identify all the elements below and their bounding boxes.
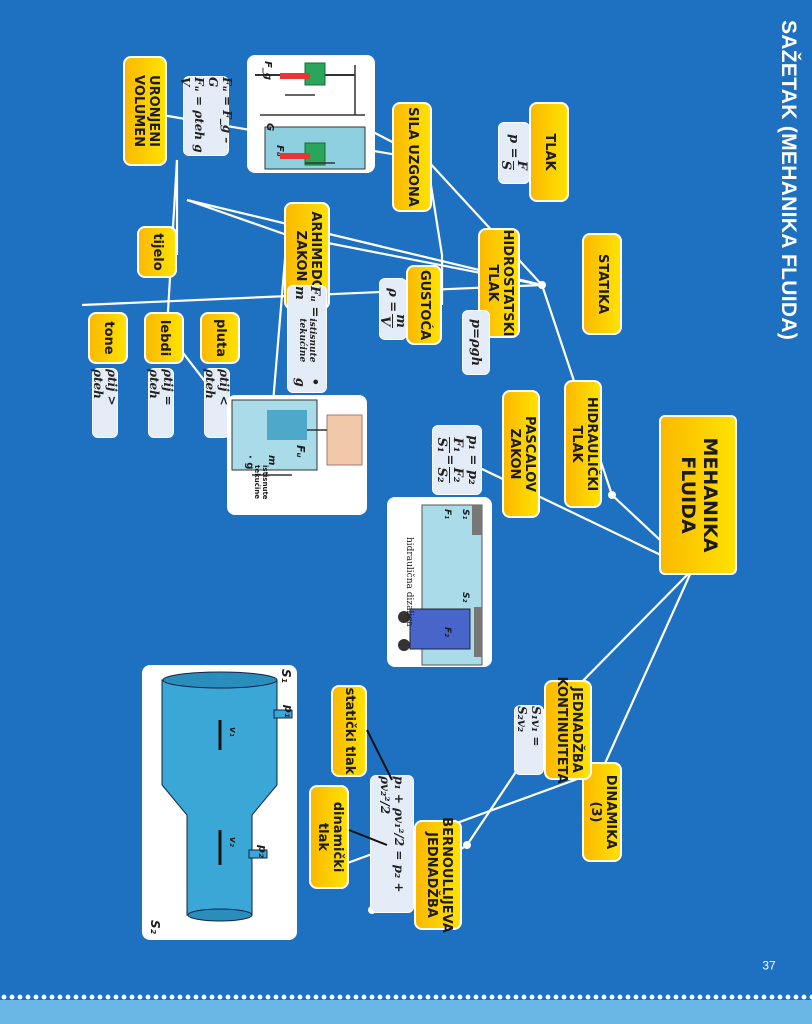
hand-fluid-drawing xyxy=(231,399,363,476)
label-pipe-s1: S₁ xyxy=(279,669,293,683)
label-pipe-p1: p₁ xyxy=(282,705,295,718)
connector xyxy=(186,198,288,237)
label-pipe-s2: S₂ xyxy=(148,920,162,934)
connector xyxy=(563,569,693,701)
label-pipe-v2: v₂ xyxy=(227,837,237,847)
connector-dot xyxy=(463,841,471,849)
illustration-hand-fluid: Fᵤ m istisnute tekućine · g xyxy=(227,395,367,515)
venturi-pipe-drawing xyxy=(161,671,293,922)
hydraulic-lift-drawing xyxy=(398,504,483,666)
illustration-spring-scale: F_g Fᵤ G xyxy=(247,55,375,173)
page-number: 37 xyxy=(762,958,776,973)
illustration-venturi-pipe: S₁ S₂ p₁ p₂ v₁ v₂ xyxy=(142,665,297,940)
illustration-hydraulic-lift: hidraulična dizalica S₁ F₁ S₂ F₂ xyxy=(387,497,492,667)
label-pipe-v1: v₁ xyxy=(227,727,237,737)
connector-dot xyxy=(608,491,616,499)
connector xyxy=(426,159,543,286)
spring-scale-drawing xyxy=(255,62,366,170)
footer-dots xyxy=(0,992,812,1002)
label-pipe-p2: p₂ xyxy=(256,845,269,858)
footer-band xyxy=(0,1000,812,1024)
connector xyxy=(600,569,694,771)
connector-dot xyxy=(538,281,546,289)
